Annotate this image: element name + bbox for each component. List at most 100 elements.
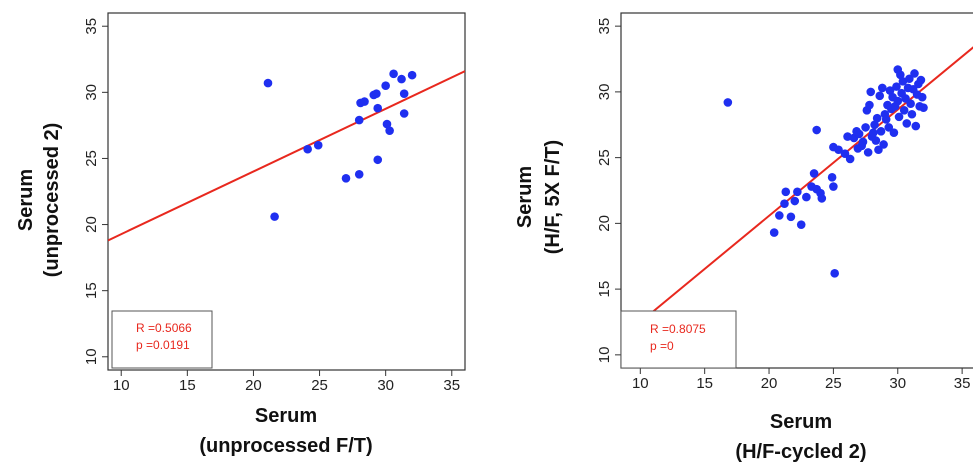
data-point xyxy=(780,199,789,208)
data-point xyxy=(906,99,915,109)
y-tick-label: 20 xyxy=(596,215,613,232)
y-tick-label: 30 xyxy=(596,84,613,101)
data-point xyxy=(385,126,394,135)
x-tick-label: 10 xyxy=(632,375,649,392)
y-tick-label: 20 xyxy=(83,216,100,233)
y-axis-label: (unprocessed 2) xyxy=(41,123,63,277)
stats-box xyxy=(620,310,737,369)
data-point xyxy=(881,115,891,124)
y-tick-label: 35 xyxy=(596,18,613,35)
data-point xyxy=(812,125,821,135)
data-point xyxy=(830,269,839,278)
x-tick-label: 30 xyxy=(889,375,906,392)
y-tick-label: 35 xyxy=(83,18,100,35)
data-point xyxy=(879,140,888,149)
data-point xyxy=(373,155,383,165)
stats-box xyxy=(111,310,213,369)
data-point xyxy=(373,103,383,113)
data-point xyxy=(919,103,928,112)
data-point xyxy=(893,96,903,106)
data-point xyxy=(303,144,312,154)
data-point xyxy=(723,98,733,107)
stats-p-value: p =0 xyxy=(650,339,674,353)
data-point xyxy=(878,83,887,93)
y-axis-label: (H/F, 5X F/T) xyxy=(542,140,564,254)
data-point xyxy=(876,127,886,136)
data-point xyxy=(399,109,409,118)
data-point xyxy=(863,148,873,157)
data-point xyxy=(341,173,351,183)
y-tick-label: 30 xyxy=(83,84,100,101)
data-point xyxy=(885,86,895,95)
data-point xyxy=(354,170,364,179)
x-tick-label: 20 xyxy=(245,377,262,394)
data-point xyxy=(381,81,390,91)
data-point xyxy=(866,87,876,97)
data-point xyxy=(382,119,392,129)
data-point xyxy=(397,74,406,84)
x-tick-label: 35 xyxy=(443,377,460,394)
regression-line xyxy=(108,70,465,242)
data-point xyxy=(902,119,912,128)
x-axis-label: Serum xyxy=(770,411,832,433)
data-point xyxy=(793,187,802,197)
data-point xyxy=(889,128,899,137)
y-tick-label: 10 xyxy=(596,347,613,364)
data-point xyxy=(905,74,914,84)
data-point xyxy=(786,212,796,222)
data-point xyxy=(884,123,894,132)
data-point xyxy=(871,136,881,145)
data-point xyxy=(360,97,369,106)
x-tick-label: 35 xyxy=(954,375,971,392)
y-axis-label: Serum xyxy=(15,169,37,231)
plot-frame xyxy=(107,12,466,371)
stats-p-value: p =0.0191 xyxy=(136,338,190,352)
data-point xyxy=(399,89,409,98)
data-point xyxy=(796,220,806,229)
x-axis-label: (unprocessed F/T) xyxy=(199,435,372,457)
data-point xyxy=(769,228,779,237)
y-tick-label: 15 xyxy=(83,282,100,299)
y-tick-label: 25 xyxy=(596,149,613,166)
data-point xyxy=(802,192,811,202)
data-point xyxy=(894,112,904,122)
data-point xyxy=(869,128,878,137)
data-point xyxy=(910,69,919,78)
data-point xyxy=(901,94,910,103)
stats-r-value: R =0.5066 xyxy=(136,321,192,335)
data-point xyxy=(872,113,882,123)
data-point xyxy=(389,69,398,79)
data-point xyxy=(875,91,885,101)
data-point xyxy=(911,121,921,131)
data-point xyxy=(899,105,909,115)
data-point xyxy=(907,109,917,119)
x-tick-label: 10 xyxy=(113,377,130,394)
data-point xyxy=(313,140,323,150)
scatter-panel-2: 10 15 20 25 30 35 10 15 20 25 30 35 R =0.8075 p =0 Ser… xyxy=(514,12,973,463)
y-tick-label: 10 xyxy=(83,348,100,365)
data-point xyxy=(892,82,901,91)
x-tick-label: 25 xyxy=(311,377,328,394)
data-point xyxy=(790,196,800,206)
data-point xyxy=(861,123,870,132)
x-tick-label: 15 xyxy=(179,377,196,394)
data-point xyxy=(917,92,927,102)
x-tick-label: 15 xyxy=(696,375,713,392)
data-point xyxy=(372,89,381,98)
data-point xyxy=(843,132,852,141)
data-point xyxy=(809,169,819,178)
data-point xyxy=(775,211,784,220)
data-point xyxy=(840,149,850,158)
data-point xyxy=(845,154,855,164)
x-tick-label: 25 xyxy=(825,375,842,392)
data-point xyxy=(865,100,874,110)
data-point xyxy=(827,173,837,182)
plot-frame xyxy=(620,12,973,369)
data-point xyxy=(407,70,417,80)
y-axis-label: Serum xyxy=(514,166,536,228)
data-point xyxy=(874,145,883,155)
y-tick-label: 25 xyxy=(83,150,100,167)
data-point xyxy=(857,141,867,151)
data-point xyxy=(834,145,843,155)
